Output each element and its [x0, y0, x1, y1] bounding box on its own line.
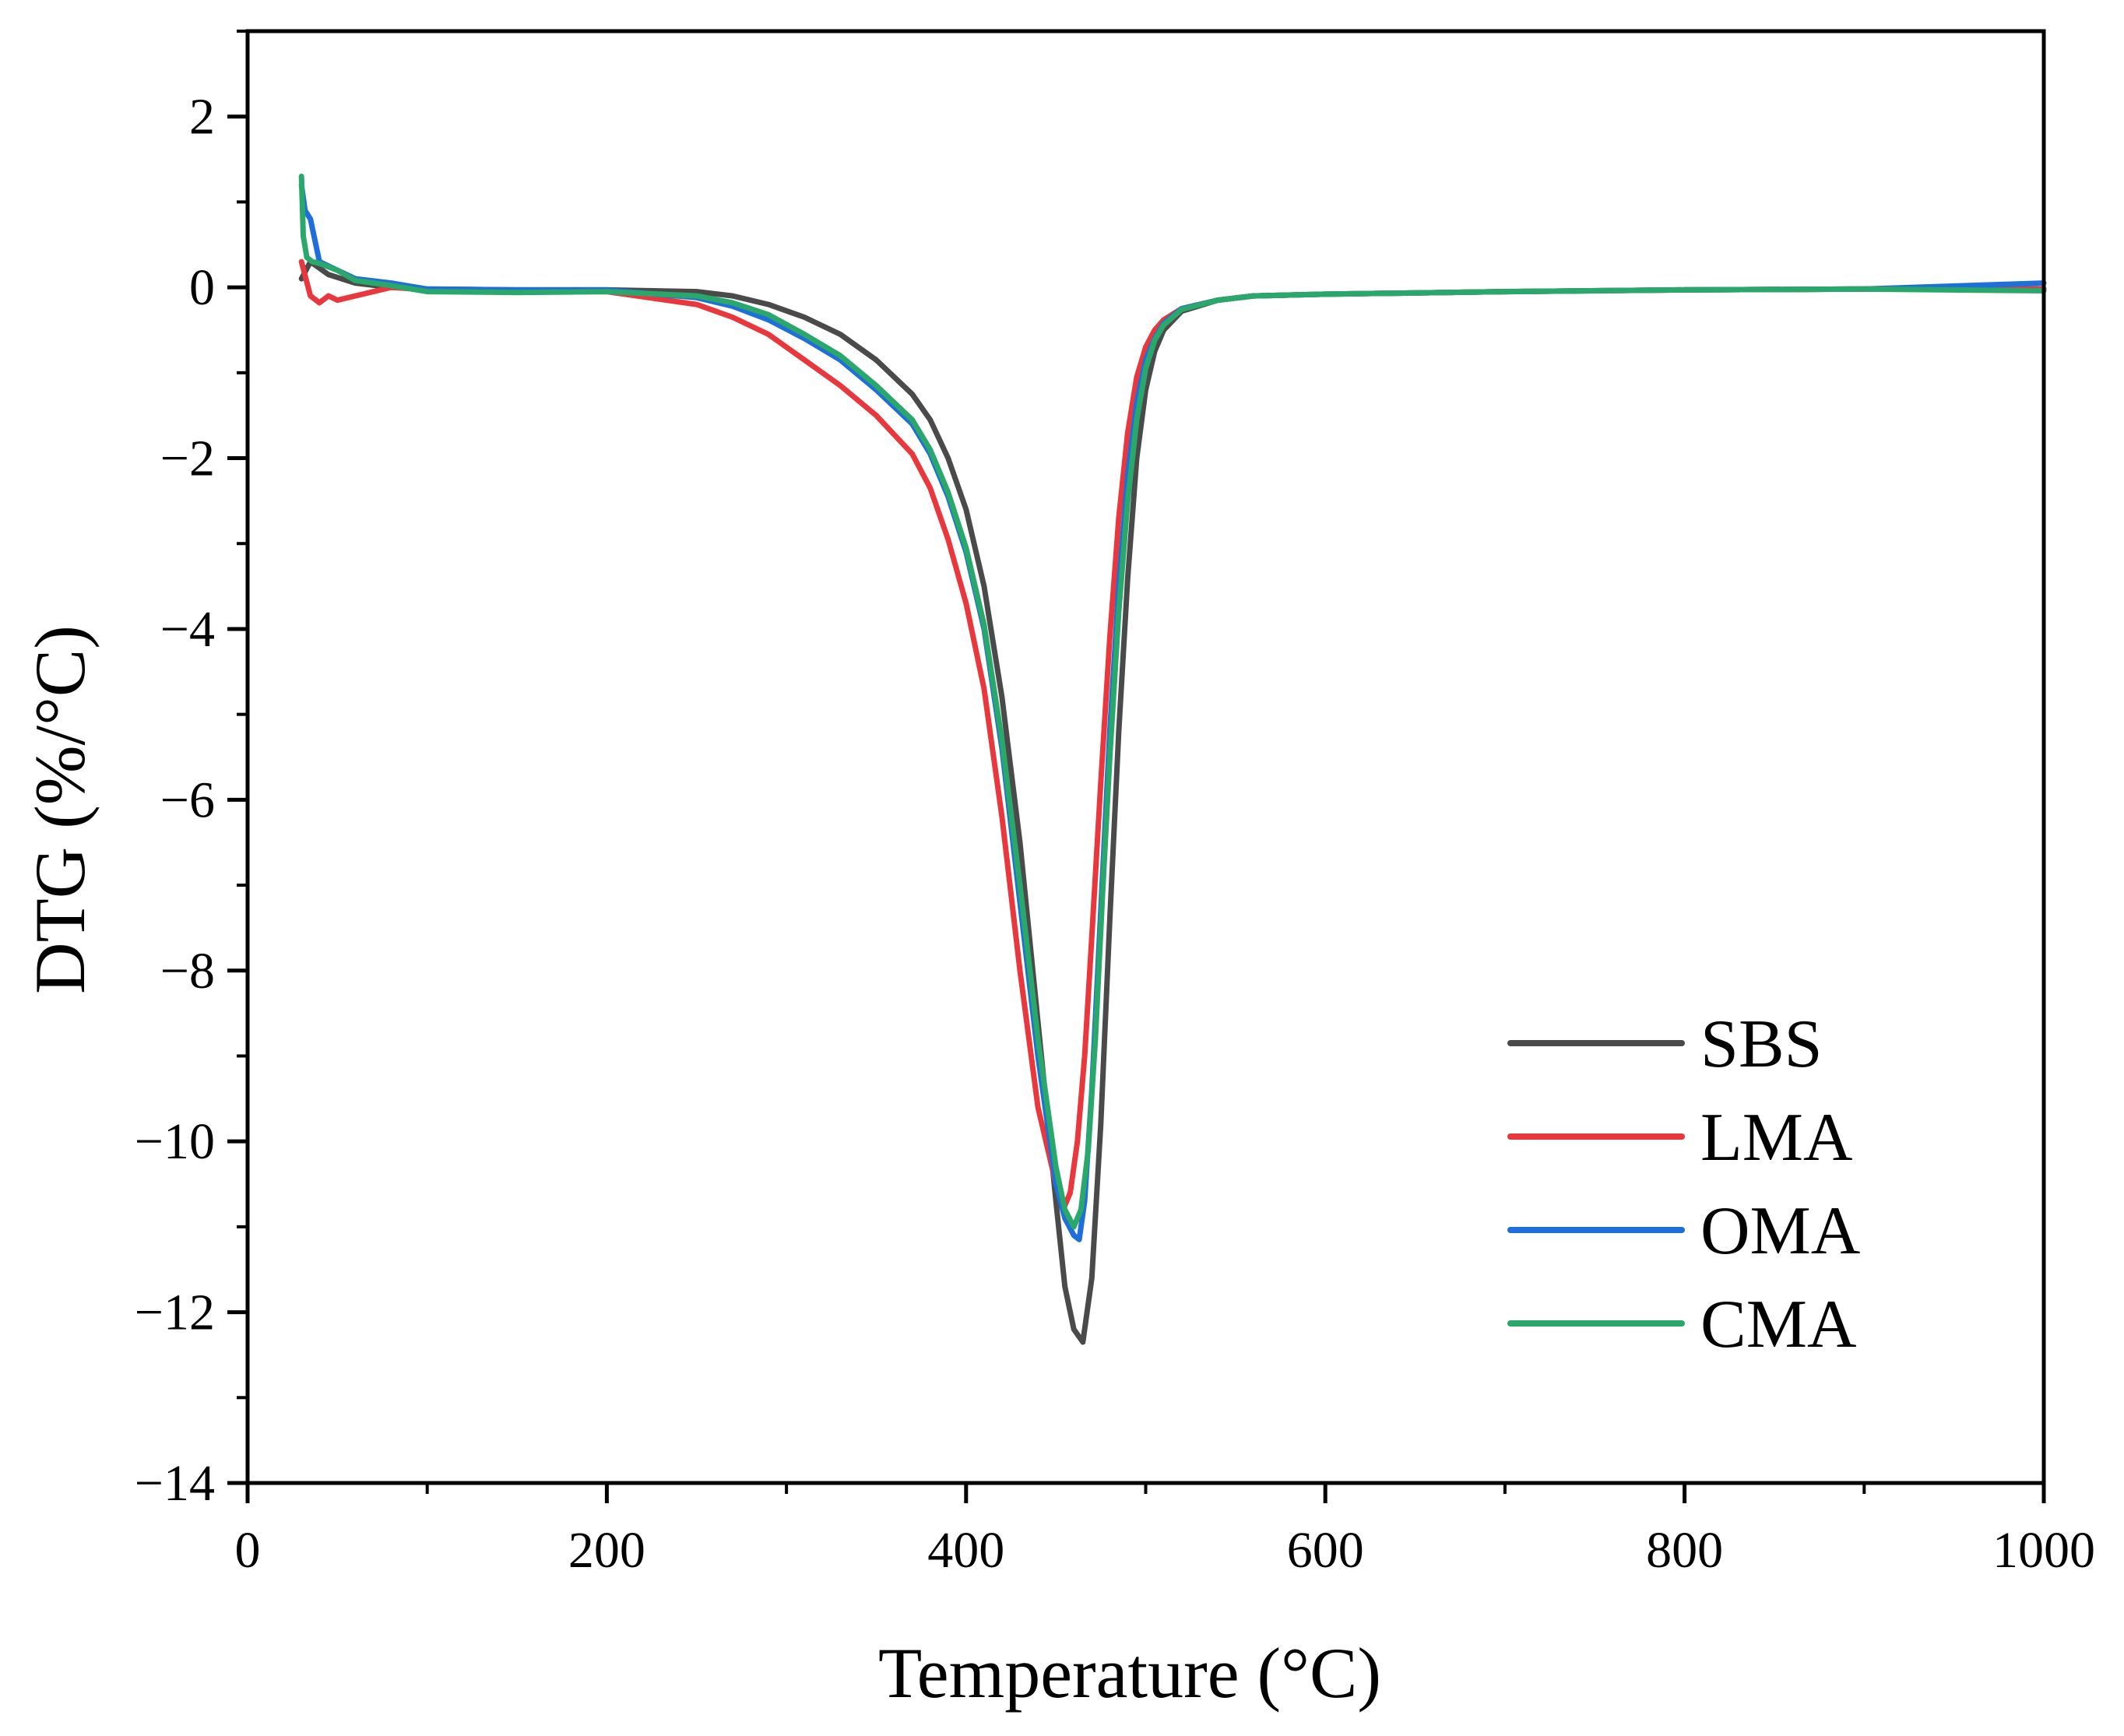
series-line-cma	[298, 174, 2047, 1230]
y-tick-labels: 2 0 −2 −4 −6 −8 −10 −12 −14	[135, 89, 215, 1512]
legend-label-sbs: SBS	[1700, 1007, 1823, 1082]
y-axis-title: DTG (%/°C)	[20, 625, 100, 994]
x-tick-label: 600	[1287, 1522, 1364, 1579]
y-tick-label: 0	[189, 259, 215, 316]
y-tick-label: −10	[135, 1113, 215, 1170]
y-tick-label: −8	[160, 943, 215, 1000]
x-tick-label: 400	[927, 1522, 1004, 1579]
legend-label-oma: OMA	[1700, 1193, 1860, 1269]
y-tick-label: −6	[160, 771, 215, 828]
legend: SBS LMA OMA CMA	[1507, 1007, 1860, 1362]
legend-label-lma: LMA	[1700, 1100, 1853, 1175]
x-tick-label: 200	[568, 1522, 645, 1579]
y-tick-label: −2	[160, 430, 215, 487]
x-axis-title: Temperature (°C)	[878, 1633, 1381, 1713]
y-tick-label: −4	[160, 601, 215, 658]
x-tick-label: 800	[1646, 1522, 1723, 1579]
y-tick-label: −12	[135, 1284, 215, 1341]
series-layer	[298, 174, 2047, 1345]
legend-label-cma: CMA	[1700, 1287, 1857, 1362]
plot-frame	[245, 29, 2046, 1485]
x-tick-label: 0	[235, 1522, 261, 1579]
x-tick-label: 1000	[1992, 1522, 2095, 1579]
x-tick-labels: 0 200 400 600 800 1000	[235, 1522, 2096, 1579]
y-tick-label: 2	[189, 89, 215, 146]
y-tick-label: −14	[135, 1455, 215, 1512]
